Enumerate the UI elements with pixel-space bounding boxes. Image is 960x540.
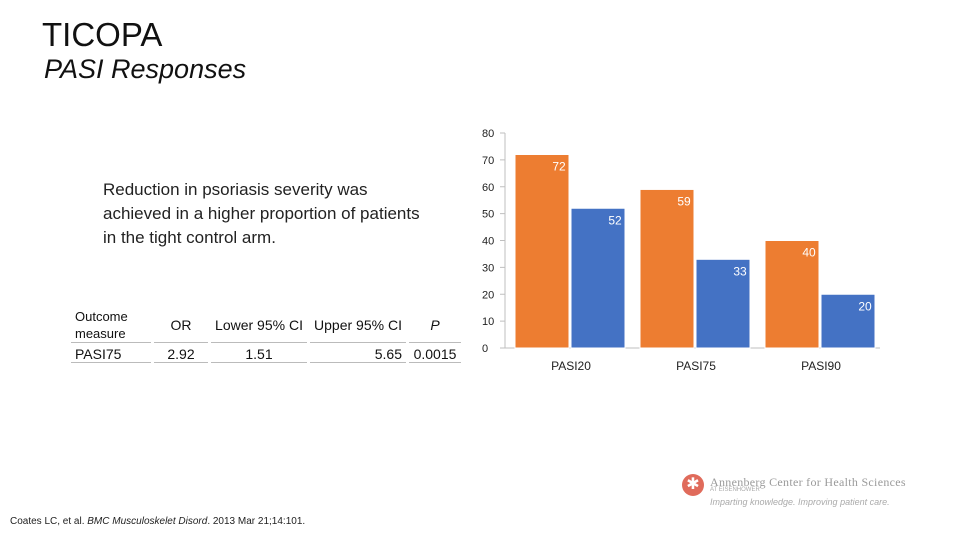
cell-lower-ci: 1.51: [211, 346, 307, 363]
star-of-life-icon: ✱: [682, 474, 704, 496]
table-header-row: Outcome measure OR Lower 95% CI Upper 95…: [71, 308, 461, 343]
bar-pasi90-standard-care: [820, 293, 876, 349]
slide-subtitle: PASI Responses: [44, 54, 247, 84]
x-category-label: PASI75: [676, 359, 716, 373]
x-category-label: PASI20: [551, 359, 591, 373]
header-upper-ci: Upper 95% CI: [310, 308, 406, 343]
data-label: 72: [552, 160, 566, 174]
odds-ratio-table: Outcome measure OR Lower 95% CI Upper 95…: [68, 305, 464, 366]
citation-details: . 2013 Mar 21;14:101.: [207, 516, 306, 527]
y-tick-label: 30: [482, 262, 494, 274]
annenberg-logo: ✱ Annenberg Center for Health Sciences A…: [682, 472, 942, 512]
y-tick-label: 80: [482, 128, 494, 140]
cell-p: 0.0015: [409, 346, 461, 363]
logo-sub: AT EISENHOWER: [710, 487, 760, 493]
y-tick-label: 60: [482, 182, 494, 194]
data-label: 33: [733, 264, 747, 278]
data-label: 40: [802, 246, 816, 260]
citation-journal: BMC Musculoskelet Disord: [87, 516, 208, 527]
cell-upper-ci: 5.65: [310, 346, 406, 363]
cell-or: 2.92: [154, 346, 208, 363]
logo-name: Annenberg Center for Health Sciences: [710, 475, 906, 489]
x-category-label: PASI90: [801, 359, 841, 373]
bar-pasi75-tight-control: [639, 188, 695, 349]
bar-pasi90-tight-control: [764, 240, 820, 349]
y-tick-label: 20: [482, 289, 494, 301]
y-tick-label: 10: [482, 316, 494, 328]
bar-pasi20-tight-control: [514, 154, 570, 349]
citation: Coates LC, et al. BMC Musculoskelet Diso…: [10, 516, 305, 527]
cell-outcome: PASI75: [71, 346, 151, 363]
y-tick-label: 40: [482, 236, 494, 248]
header-p: P: [409, 308, 461, 343]
data-label: 52: [608, 213, 622, 227]
y-tick-label: 70: [482, 155, 494, 167]
data-label: 20: [858, 299, 872, 313]
table-row: PASI75 2.92 1.51 5.65 0.0015: [71, 346, 461, 363]
data-label: 59: [677, 194, 691, 208]
y-tick-label: 50: [482, 209, 494, 221]
citation-authors: Coates LC, et al.: [10, 516, 85, 527]
header-or: OR: [154, 308, 208, 343]
summary-text: Reduction in psoriasis severity was achi…: [103, 180, 420, 247]
slide-title: TICOPA: [42, 16, 163, 53]
bar-pasi20-standard-care: [570, 207, 626, 349]
header-lower-ci: Lower 95% CI: [211, 308, 307, 343]
bar-pasi75-standard-care: [695, 258, 751, 349]
y-tick-label: 0: [482, 343, 488, 355]
logo-tagline: Imparting knowledge. Improving patient c…: [710, 497, 890, 507]
header-outcome-measure: Outcome measure: [71, 308, 151, 343]
